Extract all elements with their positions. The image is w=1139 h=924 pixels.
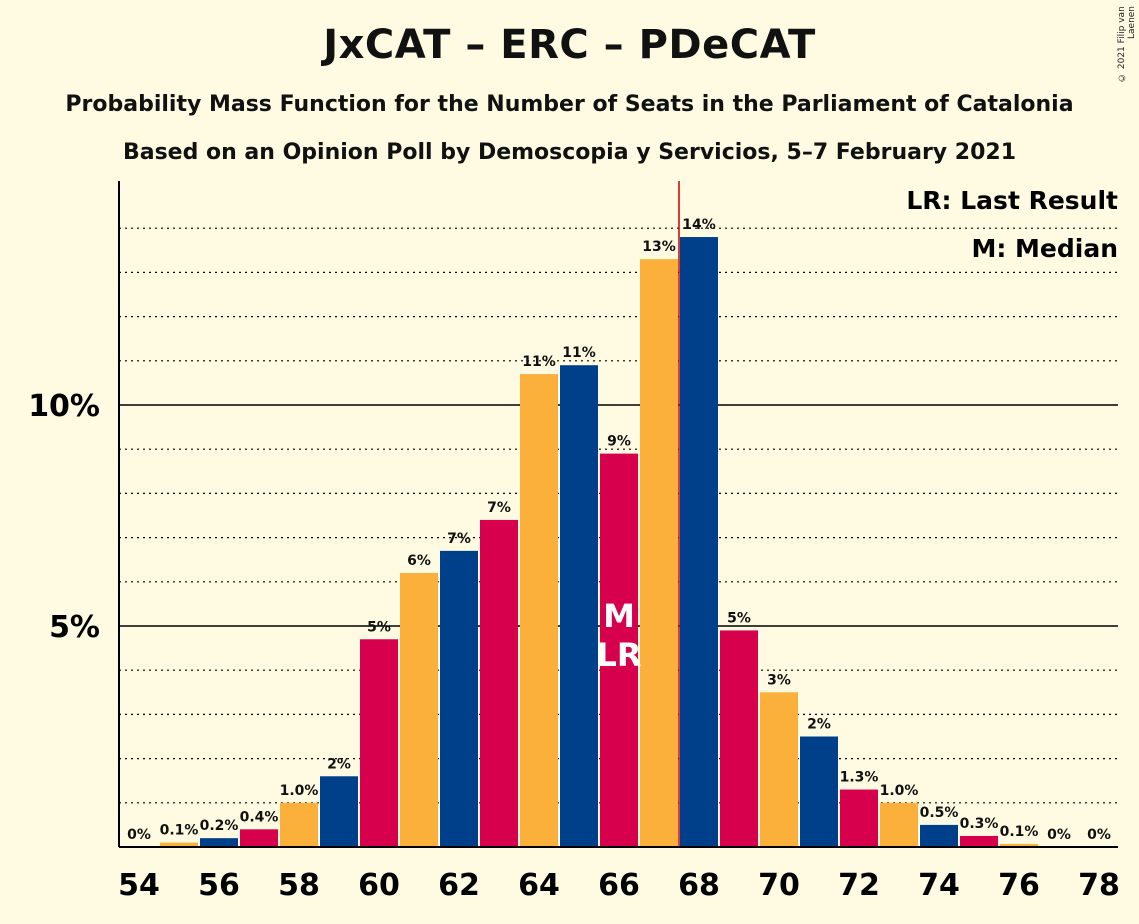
bar-label-seats-74: 0.5% xyxy=(920,805,959,821)
bar-label-seats-71: 2% xyxy=(807,717,831,733)
x-tick-label-66: 66 xyxy=(598,868,640,903)
x-tick-label-74: 74 xyxy=(918,868,960,903)
chart-title: JxCAT – ERC – PDeCAT xyxy=(323,22,816,68)
x-tick-label-62: 62 xyxy=(438,868,480,903)
axes: 5% 10% 54 56 58 60 62 64 66 68 70 72 74 76 78 xyxy=(28,181,1120,903)
bar-seats-60 xyxy=(360,639,398,847)
bar-seats-66 xyxy=(600,453,638,847)
bar-seats-64 xyxy=(520,374,558,847)
legend: LR: Last Result M: Median xyxy=(906,186,1118,263)
bar-label-seats-57: 0.4% xyxy=(240,809,279,825)
bar-label-seats-67: 13% xyxy=(642,239,676,255)
x-tick-label-72: 72 xyxy=(838,868,880,903)
bar-seats-68 xyxy=(680,237,718,848)
x-tick-label-68: 68 xyxy=(678,868,720,903)
x-tick-label-76: 76 xyxy=(998,868,1040,903)
bar-seats-63 xyxy=(480,519,518,847)
bar-label-seats-56: 0.2% xyxy=(200,818,239,834)
bar-label-seats-66: 9% xyxy=(607,434,631,450)
x-tick-label-60: 60 xyxy=(358,868,400,903)
last-result-marker: LR xyxy=(596,636,641,674)
bar-label-seats-65: 11% xyxy=(562,345,596,361)
bar-seats-55 xyxy=(160,842,198,847)
bar-seats-56 xyxy=(200,838,238,847)
bar-seats-65 xyxy=(560,365,598,847)
bar-label-seats-70: 3% xyxy=(767,672,791,688)
bar-seats-76 xyxy=(1000,843,1038,847)
bars xyxy=(160,237,1038,848)
bar-seats-74 xyxy=(920,824,958,847)
x-tick-label-70: 70 xyxy=(758,868,800,903)
x-tick-label-64: 64 xyxy=(518,868,560,903)
bar-seats-70 xyxy=(760,692,798,847)
bar-seats-59 xyxy=(320,776,358,847)
bar-label-seats-58: 1.0% xyxy=(280,783,319,799)
chart-subtitle-2: Based on an Opinion Poll by Demoscopia y… xyxy=(122,140,1017,165)
bar-label-seats-61: 6% xyxy=(407,553,431,569)
bar-label-seats-76: 0.1% xyxy=(1000,824,1039,840)
bar-label-seats-72: 1.3% xyxy=(840,770,879,786)
legend-median: M: Median xyxy=(971,234,1118,263)
bar-seats-69 xyxy=(720,630,758,847)
bar-label-seats-63: 7% xyxy=(487,500,511,516)
bar-seats-72 xyxy=(840,789,878,847)
bar-labels: 0% 0.1% 0.2%0.4%1.0%2%5%6%7%7%11%11%9%13%1… xyxy=(127,217,1111,843)
bar-seats-71 xyxy=(800,736,838,847)
bar-label-seats-77: 0% xyxy=(1047,827,1071,843)
bar-seats-73 xyxy=(880,802,918,847)
y-tick-label-5: 5% xyxy=(49,610,100,645)
median-marker: M xyxy=(603,597,635,635)
bar-label-seats-60: 5% xyxy=(367,619,391,635)
legend-last-result: LR: Last Result xyxy=(906,186,1118,215)
bar-label-seats-64: 11% xyxy=(522,354,556,370)
bar-seats-62 xyxy=(440,550,478,847)
bar-seats-58 xyxy=(280,802,318,847)
bar-seats-57 xyxy=(240,829,278,847)
x-tick-label-54: 54 xyxy=(118,868,160,903)
bar-label-seats-78: 0% xyxy=(1087,827,1111,843)
bar-label-seats-55: 0.1% xyxy=(160,823,199,839)
bar-seats-75 xyxy=(960,835,998,847)
x-tick-label-56: 56 xyxy=(198,868,240,903)
x-tick-label-58: 58 xyxy=(278,868,320,903)
chart-subtitle-1: Probability Mass Function for the Number… xyxy=(65,92,1074,117)
x-tick-label-78: 78 xyxy=(1078,868,1120,903)
bar-label-seats-68: 14% xyxy=(682,217,716,233)
bar-seats-67 xyxy=(640,259,678,847)
bar-label-seats-69: 5% xyxy=(727,610,751,626)
bar-label-seats-62: 7% xyxy=(447,531,471,547)
y-tick-label-10: 10% xyxy=(28,389,100,424)
bar-seats-61 xyxy=(400,572,438,847)
bar-label-seats-54: 0% xyxy=(127,827,151,843)
bar-label-seats-73: 1.0% xyxy=(880,783,919,799)
bar-label-seats-59: 2% xyxy=(327,756,351,772)
bar-label-seats-75: 0.3% xyxy=(960,816,999,832)
